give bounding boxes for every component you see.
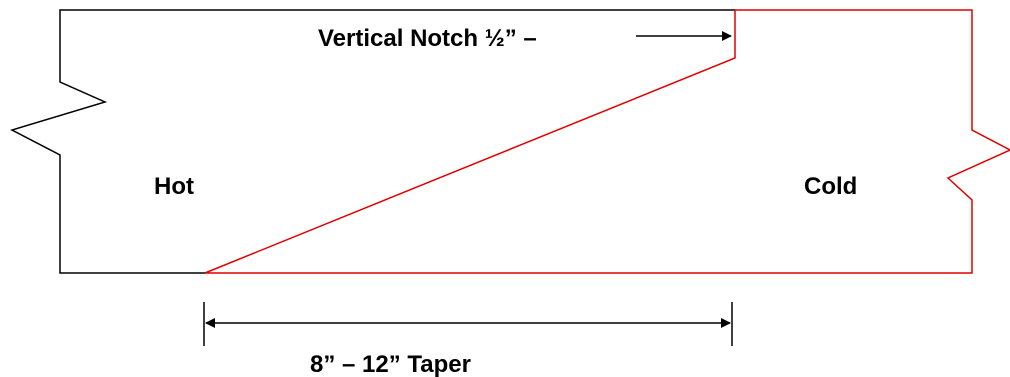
- taper-label: 8” – 12” Taper: [310, 351, 471, 377]
- hot-label: Hot: [154, 173, 194, 200]
- hot-section-outline: [10, 9, 735, 274]
- cold-section-outline: [204, 9, 1010, 274]
- cold-label: Cold: [804, 173, 857, 200]
- vertical-notch-label: Vertical Notch ½” –: [318, 25, 537, 52]
